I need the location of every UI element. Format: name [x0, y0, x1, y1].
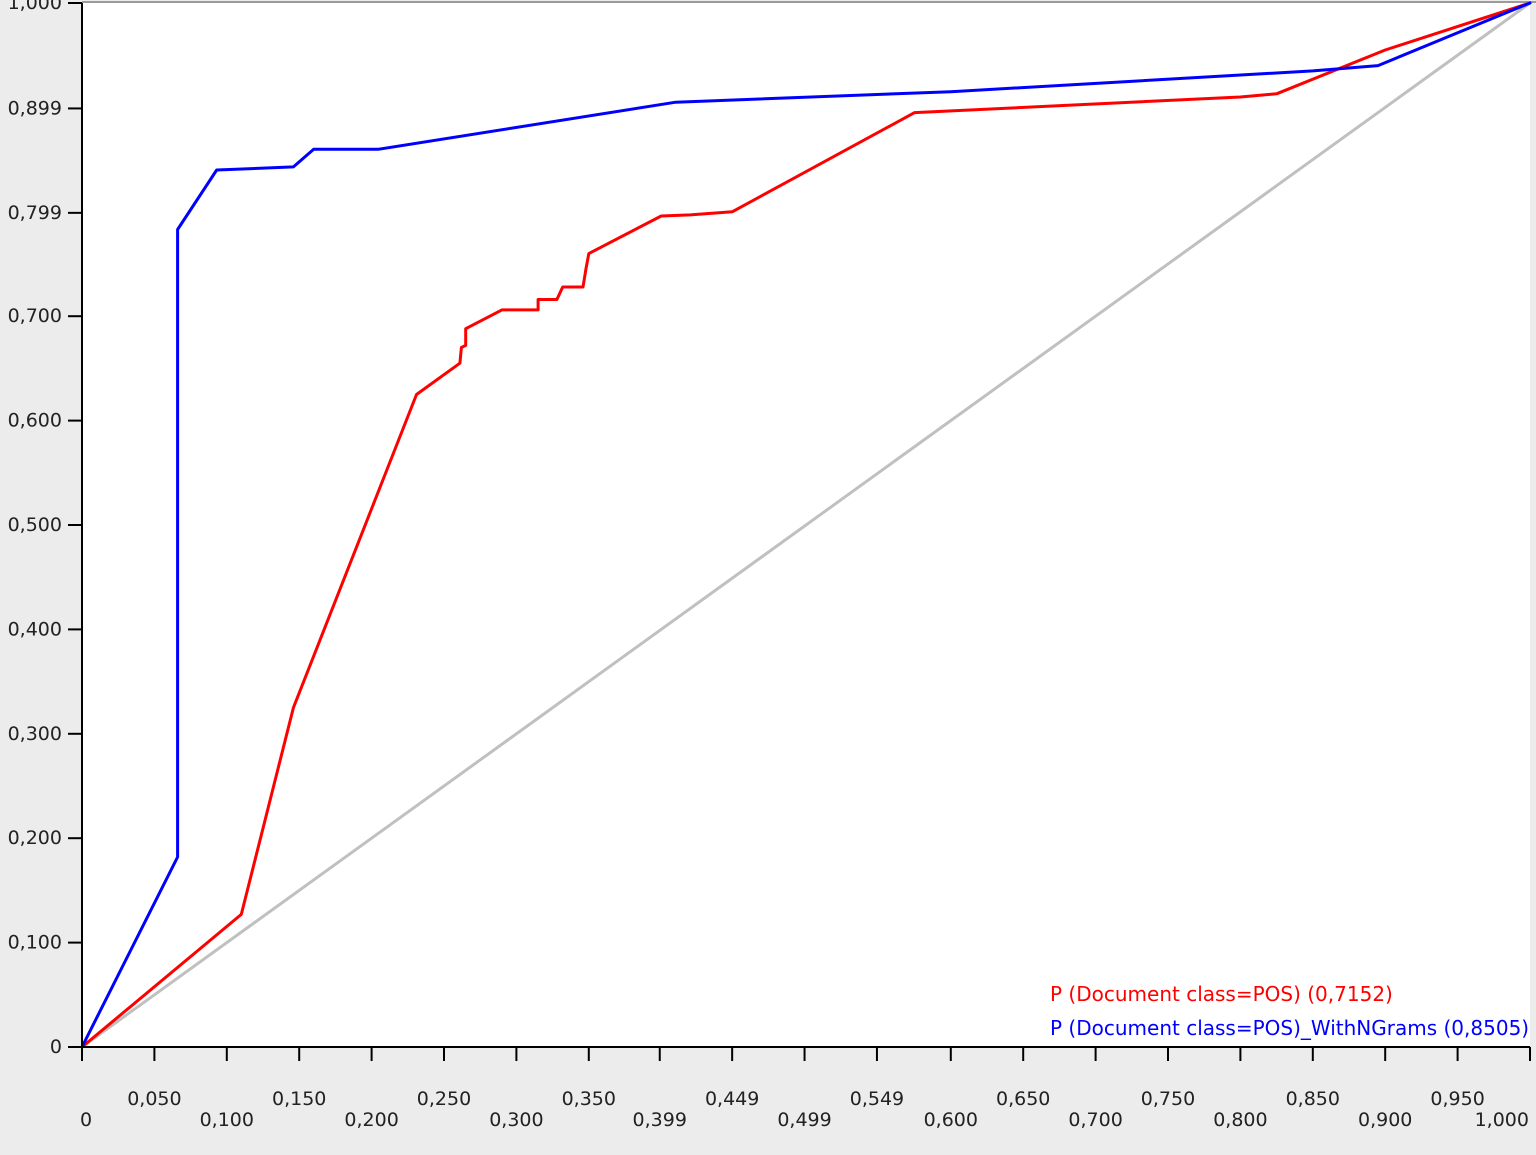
x-tick-label: 0,350: [562, 1088, 616, 1110]
legend-entry-1: P (Document class=POS) (0,7152): [1050, 982, 1393, 1006]
y-tick-label: 0,799: [8, 202, 62, 224]
legend-entry-2: P (Document class=POS)_WithNGrams (0,850…: [1050, 1016, 1529, 1040]
series-line-1: [80, 1, 1532, 1049]
y-tick-label: 0,600: [8, 410, 62, 432]
x-tick-label: 0,600: [924, 1109, 978, 1131]
x-tick-label: 0,100: [200, 1109, 254, 1131]
x-tick-label: 0,549: [850, 1088, 904, 1110]
x-tick-label: 0,399: [633, 1109, 687, 1131]
y-tick-label: 0,300: [8, 723, 62, 745]
y-tick-label: 1,000: [8, 0, 62, 14]
x-tick-label: 0,150: [272, 1088, 326, 1110]
x-tick-label: 0,750: [1141, 1088, 1195, 1110]
y-tick-label: 0,500: [8, 514, 62, 536]
x-tick-label: 0,050: [127, 1088, 181, 1110]
diagonal-reference-line: [81, 1, 1531, 1049]
x-tick-label: 0,900: [1358, 1109, 1412, 1131]
x-tick-label: 0,950: [1430, 1088, 1484, 1110]
y-tick-label: 0: [50, 1036, 62, 1058]
x-tick-label: 0,250: [417, 1088, 471, 1110]
x-tick-label: 0,300: [489, 1109, 543, 1131]
x-tick-label: 0,800: [1213, 1109, 1267, 1131]
y-tick-label: 0,700: [8, 305, 62, 327]
x-tick-label: 0,200: [344, 1109, 398, 1131]
x-tick-label: 0,499: [777, 1109, 831, 1131]
x-tick-label: 0,650: [996, 1088, 1050, 1110]
x-tick-label: 0,449: [705, 1088, 759, 1110]
x-tick-label: 0,700: [1068, 1109, 1122, 1131]
x-tick-label: 0,850: [1286, 1088, 1340, 1110]
y-tick-label: 0,100: [8, 932, 62, 954]
y-tick-label: 0,200: [8, 827, 62, 849]
x-tick-label: 0: [80, 1109, 92, 1131]
y-tick-label: 0,400: [8, 618, 62, 640]
y-tick-label: 0,899: [8, 97, 62, 119]
x-tick-label: 1,000: [1475, 1109, 1529, 1131]
series-line-2: [80, 1, 1532, 1049]
